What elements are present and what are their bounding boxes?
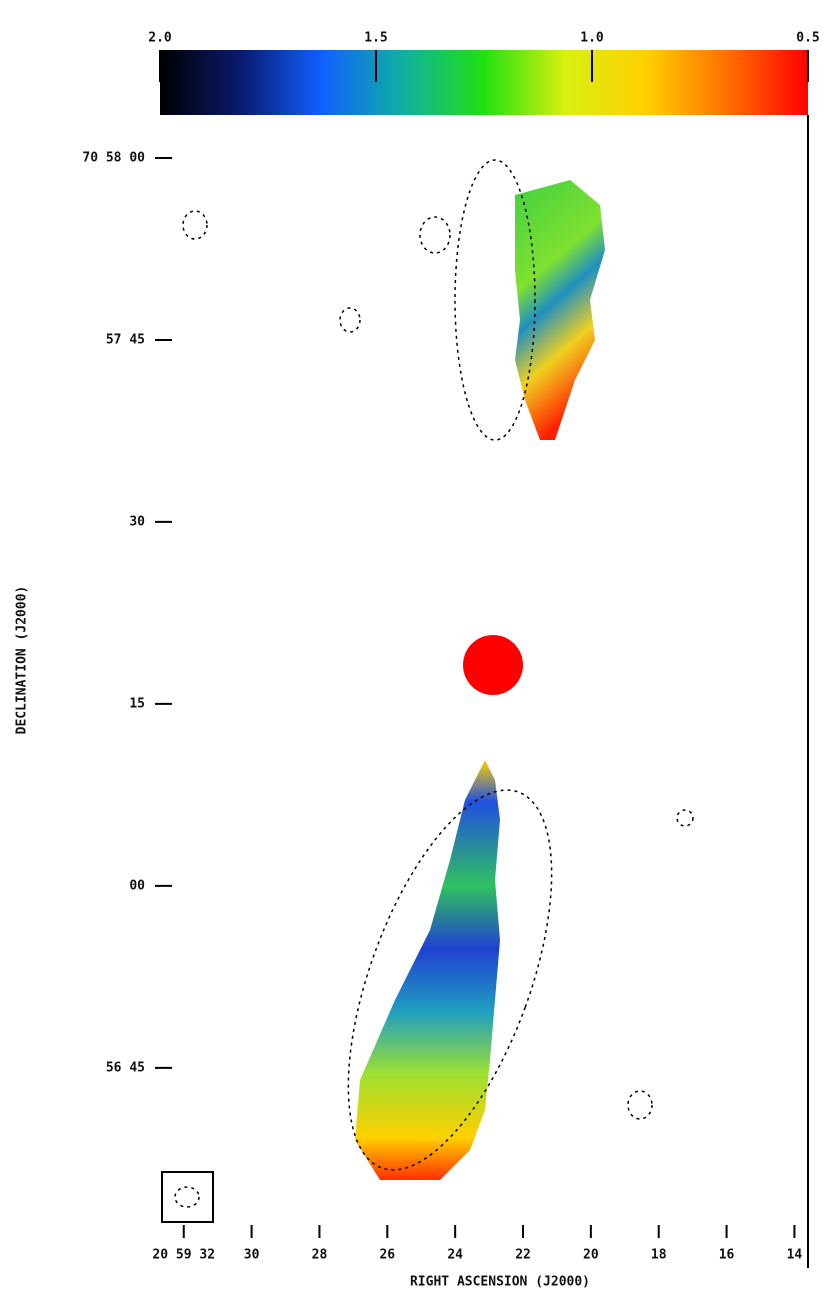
colorbar-tick-label: 0.5	[796, 31, 819, 46]
radio-image	[161, 159, 694, 1223]
x-tick-label: 28	[312, 1248, 328, 1263]
x-tick-label: 20 59 32	[152, 1248, 215, 1263]
y-tick-label: 15	[129, 696, 145, 711]
x-axis-label: RIGHT ASCENSION (J2000)	[410, 1275, 590, 1290]
x-tick-label: 30	[244, 1248, 260, 1263]
colorbar-tick-label: 1.0	[580, 31, 604, 46]
colorbar-tick-label: 1.5	[364, 31, 387, 46]
y-tick-label: 70 58 00	[82, 150, 145, 165]
x-tick-label: 16	[719, 1248, 735, 1263]
x-tick-label: 24	[447, 1248, 463, 1263]
x-tick-label: 18	[651, 1248, 667, 1263]
x-tick-label: 14	[787, 1248, 803, 1263]
colorbar-tick-label: 2.0	[148, 31, 172, 46]
y-axis-label: DECLINATION (J2000)	[15, 586, 30, 735]
y-tick-label: 30	[129, 514, 145, 529]
y-tick-label: 56 45	[106, 1060, 145, 1075]
y-tick-label: 00	[129, 878, 145, 893]
y-tick-label: 57 45	[106, 332, 145, 347]
x-tick-label: 26	[379, 1248, 395, 1263]
x-tick-label: 20	[583, 1248, 599, 1263]
colorbar	[160, 50, 808, 115]
x-tick-label: 22	[515, 1248, 531, 1263]
